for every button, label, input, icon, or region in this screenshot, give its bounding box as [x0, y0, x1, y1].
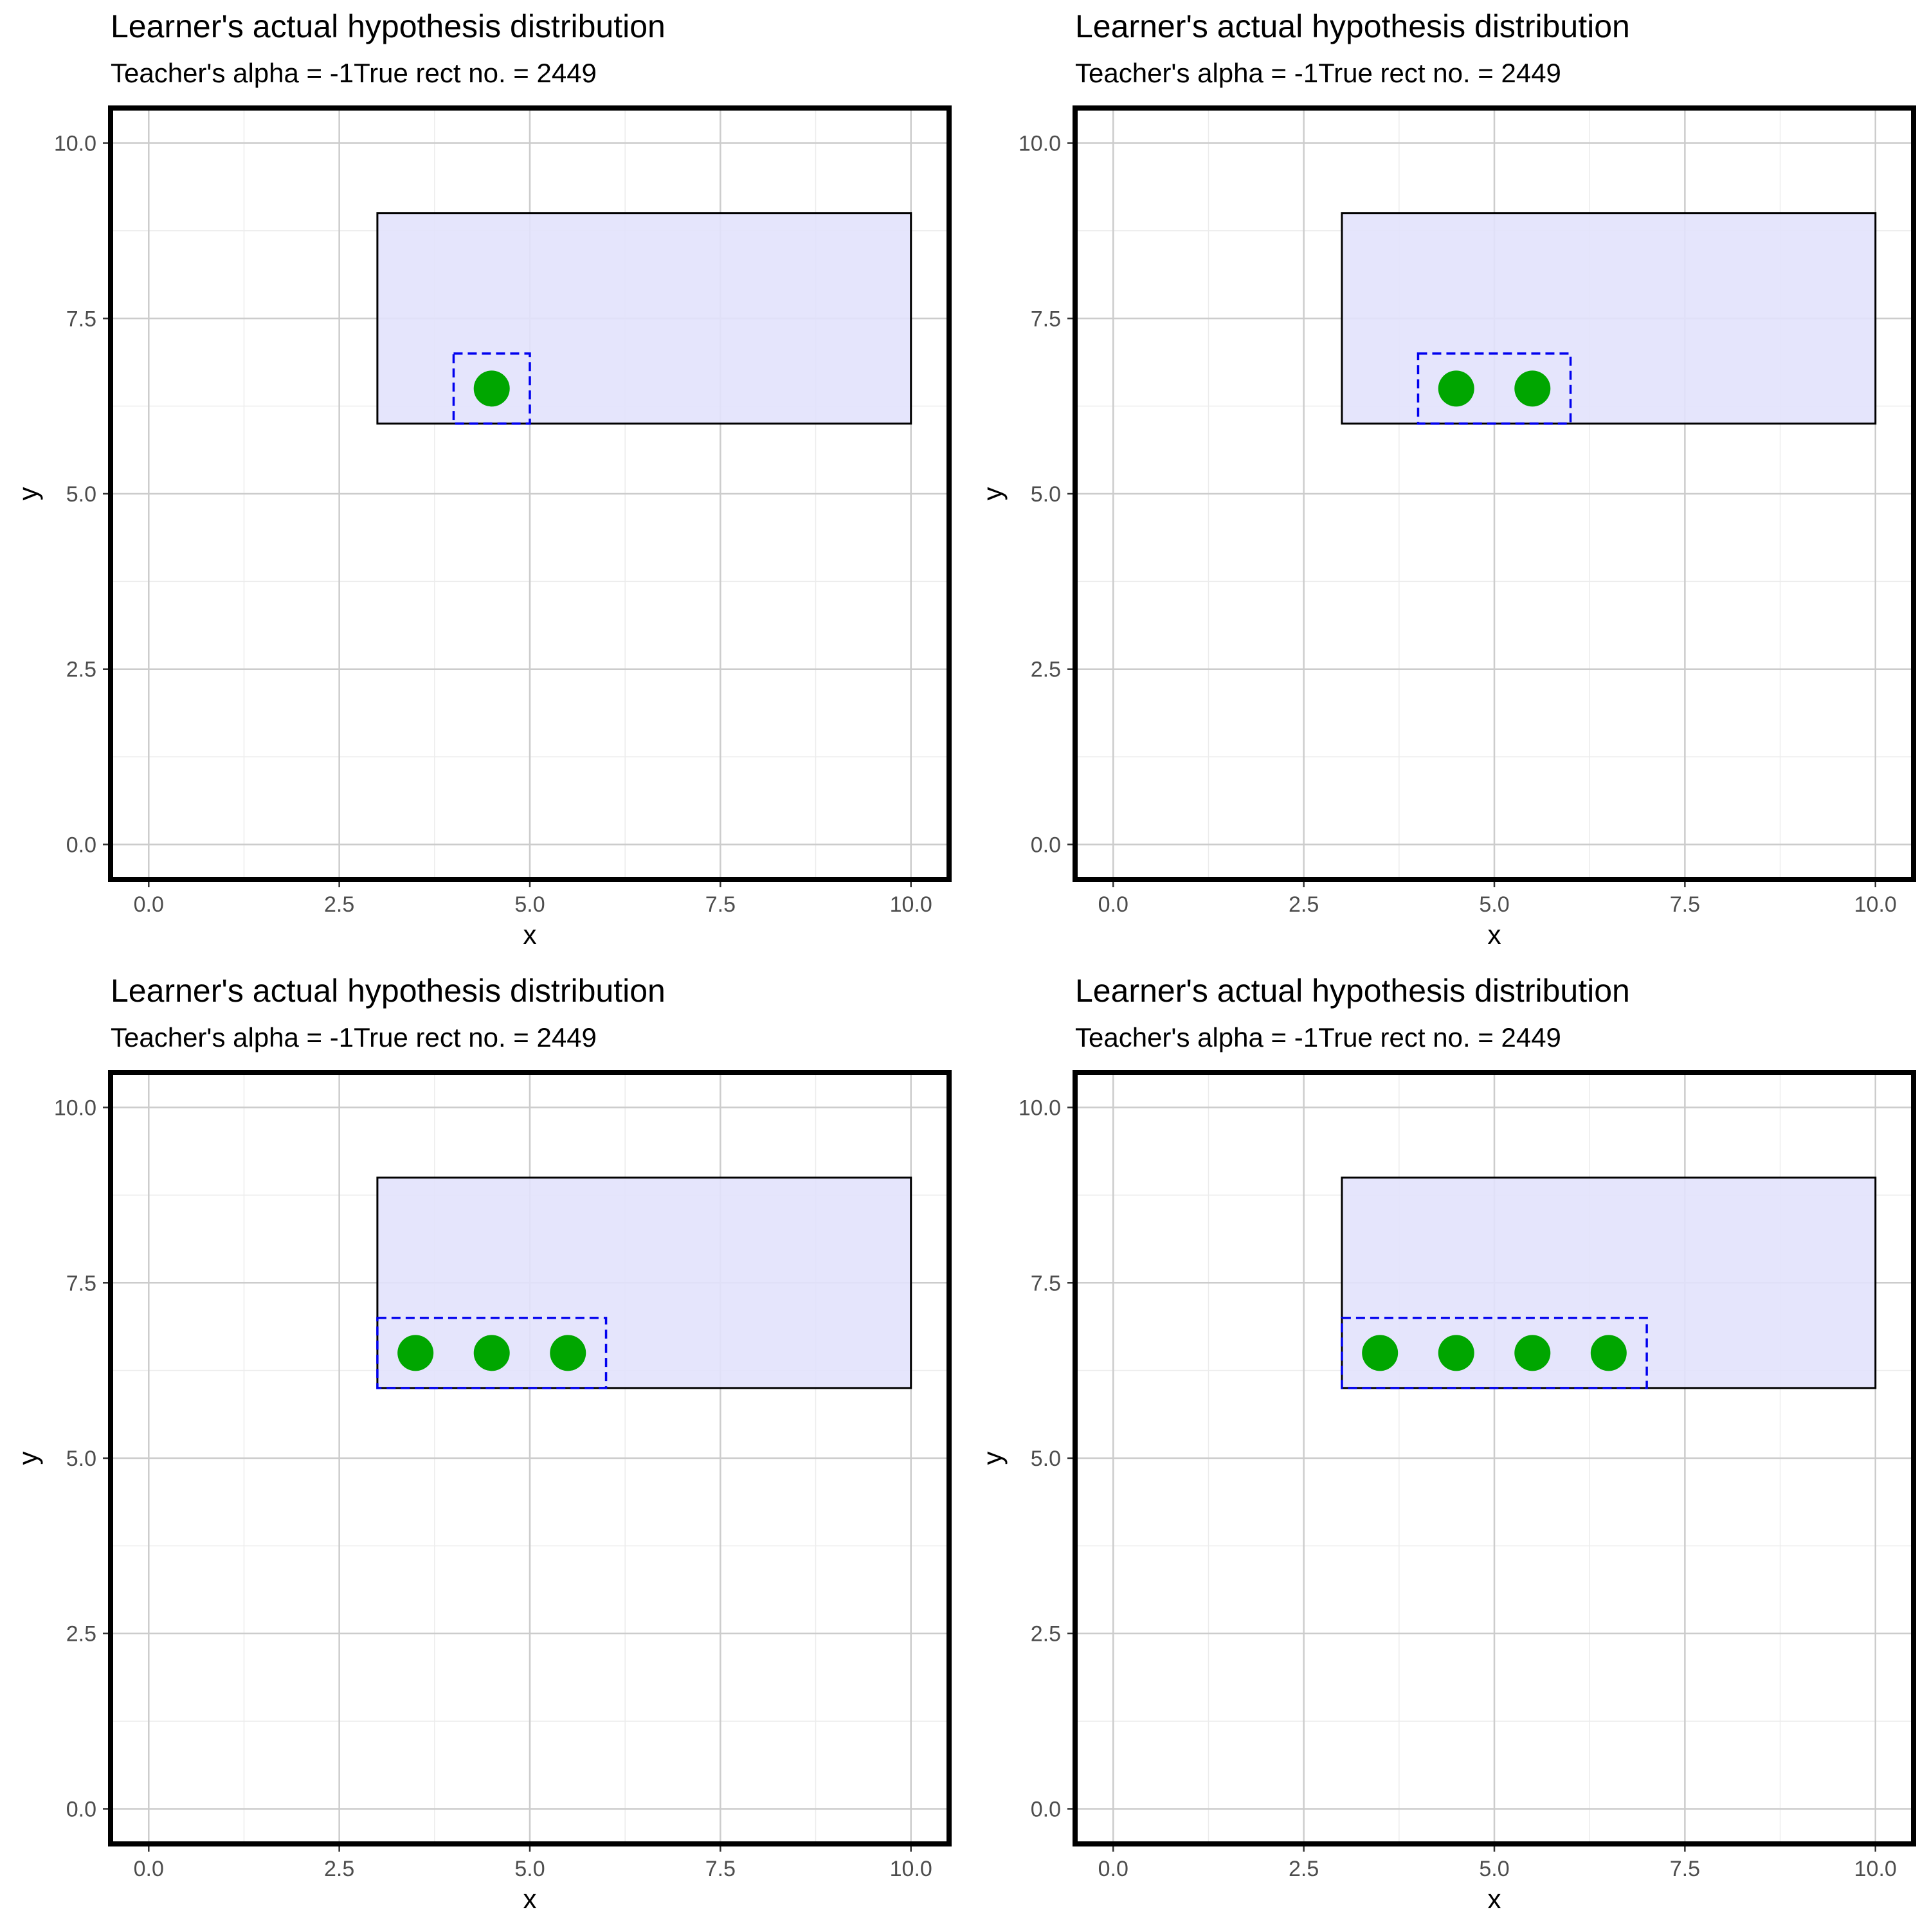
data-point-3	[1514, 1335, 1551, 1371]
hypothesis-rectangle	[1341, 1317, 1648, 1389]
hypothesis-rectangle	[376, 1317, 608, 1389]
x-tick-label: 2.5	[1289, 892, 1319, 917]
data-point-2	[1514, 370, 1551, 407]
x-tick-label: 7.5	[705, 892, 736, 917]
x-tick-label: 5.0	[1479, 1857, 1509, 1881]
x-tick-label: 10.0	[890, 1857, 932, 1881]
y-tick-label: 7.5	[1031, 307, 1061, 331]
x-axis-label: x	[1488, 919, 1501, 950]
y-tick-label: 0.0	[1031, 1797, 1061, 1821]
true-rectangle	[1341, 212, 1877, 425]
data-point-2	[1438, 1335, 1474, 1371]
chart-panel-3: Learner's actual hypothesis distribution…	[13, 973, 952, 1914]
y-tick-label: 5.0	[1031, 482, 1061, 507]
chart-title: Learner's actual hypothesis distribution	[1075, 973, 1630, 1009]
chart-panel-4: Learner's actual hypothesis distribution…	[977, 973, 1916, 1914]
x-tick-label: 0.0	[134, 1857, 164, 1881]
x-axis-label: x	[523, 1884, 537, 1914]
y-axis-label: y	[977, 1452, 1008, 1465]
y-tick-label: 2.5	[1031, 658, 1061, 682]
x-tick-label: 5.0	[514, 892, 545, 917]
chart-title: Learner's actual hypothesis distribution	[111, 8, 666, 44]
y-axis-label: y	[13, 487, 43, 501]
y-tick-label: 0.0	[66, 833, 96, 857]
chart-title: Learner's actual hypothesis distribution	[111, 973, 666, 1009]
chart-subtitle: Teacher's alpha = -1True rect no. = 2449	[111, 58, 597, 88]
hypothesis-rectangle	[452, 352, 531, 425]
x-tick-label: 7.5	[1670, 1857, 1700, 1881]
y-tick-label: 7.5	[66, 1271, 96, 1296]
x-tick-label: 0.0	[1098, 1857, 1128, 1881]
chart-title: Learner's actual hypothesis distribution	[1075, 8, 1630, 44]
x-tick-label: 7.5	[1670, 892, 1700, 917]
x-tick-label: 10.0	[1854, 892, 1897, 917]
panel-border	[1073, 105, 1916, 882]
y-tick-label: 2.5	[66, 1622, 96, 1647]
data-point-1	[1438, 370, 1474, 407]
x-tick-label: 0.0	[134, 892, 164, 917]
y-tick-label: 2.5	[1031, 1622, 1061, 1647]
y-tick-label: 0.0	[66, 1797, 96, 1821]
panel-border	[108, 105, 952, 882]
chart-subtitle: Teacher's alpha = -1True rect no. = 2449	[1075, 58, 1561, 88]
data-point-4	[1590, 1335, 1627, 1371]
y-axis-label: y	[13, 1452, 43, 1465]
x-tick-label: 2.5	[324, 1857, 354, 1881]
y-tick-label: 10.0	[1019, 132, 1061, 156]
data-point-3	[550, 1335, 586, 1371]
x-tick-label: 10.0	[1854, 1857, 1897, 1881]
x-tick-label: 2.5	[324, 892, 354, 917]
x-axis-label: x	[1488, 1884, 1501, 1914]
y-tick-label: 5.0	[1031, 1447, 1061, 1471]
x-tick-label: 7.5	[705, 1857, 736, 1881]
y-tick-label: 5.0	[66, 1447, 96, 1471]
x-tick-label: 10.0	[890, 892, 932, 917]
x-tick-label: 0.0	[1098, 892, 1128, 917]
y-tick-label: 7.5	[66, 307, 96, 331]
y-tick-label: 5.0	[66, 482, 96, 507]
true-rectangle	[376, 212, 912, 425]
chart-subtitle: Teacher's alpha = -1True rect no. = 2449	[1075, 1022, 1561, 1052]
x-tick-label: 5.0	[514, 1857, 545, 1881]
y-tick-label: 0.0	[1031, 833, 1061, 857]
data-point-1	[1362, 1335, 1399, 1371]
y-tick-label: 2.5	[66, 658, 96, 682]
x-axis-label: x	[523, 919, 537, 950]
data-point-2	[473, 1335, 510, 1371]
y-tick-label: 10.0	[54, 1096, 96, 1121]
y-tick-label: 10.0	[1019, 1096, 1061, 1121]
true-rectangle	[376, 1177, 912, 1389]
chart-panel-2: Learner's actual hypothesis distribution…	[977, 8, 1916, 950]
x-tick-label: 2.5	[1289, 1857, 1319, 1881]
chart-subtitle: Teacher's alpha = -1True rect no. = 2449	[111, 1022, 597, 1052]
panel-border	[108, 1070, 952, 1846]
data-point-1	[397, 1335, 434, 1371]
y-tick-label: 7.5	[1031, 1271, 1061, 1296]
data-point-1	[473, 370, 510, 407]
y-axis-label: y	[977, 487, 1008, 501]
hypothesis-rectangle	[1417, 352, 1572, 425]
chart-panel-1: Learner's actual hypothesis distribution…	[13, 8, 952, 950]
x-tick-label: 5.0	[1479, 892, 1509, 917]
y-tick-label: 10.0	[54, 132, 96, 156]
panel-border	[1073, 1070, 1916, 1846]
